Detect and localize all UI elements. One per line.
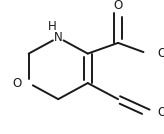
Text: OH: OH xyxy=(157,47,164,60)
Text: H: H xyxy=(48,20,57,33)
Text: N: N xyxy=(54,31,63,44)
Text: O: O xyxy=(113,0,123,12)
Text: O: O xyxy=(157,106,164,119)
Text: O: O xyxy=(13,77,22,90)
